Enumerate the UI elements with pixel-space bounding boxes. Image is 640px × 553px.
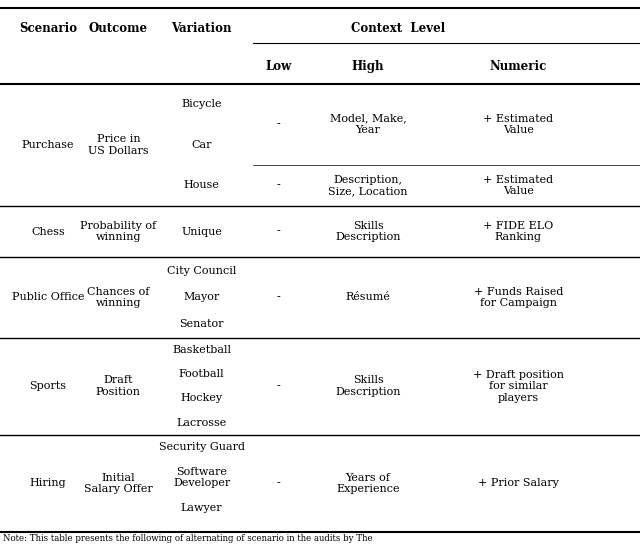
- Text: Outcome: Outcome: [89, 22, 148, 35]
- Text: -: -: [276, 180, 280, 190]
- Text: Hiring: Hiring: [29, 478, 67, 488]
- Text: + FIDE ELO
Ranking: + FIDE ELO Ranking: [483, 221, 554, 242]
- Text: Sports: Sports: [29, 381, 67, 391]
- Text: Skills
Description: Skills Description: [335, 221, 401, 242]
- Text: Scenario: Scenario: [19, 22, 77, 35]
- Text: + Estimated
Value: + Estimated Value: [483, 113, 554, 135]
- Text: Bicycle: Bicycle: [181, 99, 222, 109]
- Text: + Draft position
for similar
players: + Draft position for similar players: [473, 369, 564, 403]
- Text: -: -: [276, 293, 280, 302]
- Text: Note: This table presents the following of alternating of scenario in the audits: Note: This table presents the following …: [3, 534, 373, 543]
- Text: -: -: [276, 478, 280, 488]
- Text: Numeric: Numeric: [490, 60, 547, 73]
- Text: Basketball: Basketball: [172, 345, 231, 354]
- Text: + Prior Salary: + Prior Salary: [478, 478, 559, 488]
- Text: House: House: [184, 180, 220, 190]
- Text: Security Guard: Security Guard: [159, 442, 244, 452]
- Text: Variation: Variation: [172, 22, 232, 35]
- Text: -: -: [276, 119, 280, 129]
- Text: + Funds Raised
for Campaign: + Funds Raised for Campaign: [474, 286, 563, 308]
- Text: Mayor: Mayor: [184, 293, 220, 302]
- Text: Low: Low: [265, 60, 292, 73]
- Text: Purchase: Purchase: [22, 140, 74, 150]
- Text: -: -: [276, 227, 280, 237]
- Text: Football: Football: [179, 369, 225, 379]
- Text: Chess: Chess: [31, 227, 65, 237]
- Text: High: High: [352, 60, 384, 73]
- Text: Draft
Position: Draft Position: [96, 375, 141, 397]
- Text: Price in
US Dollars: Price in US Dollars: [88, 134, 148, 155]
- Text: + Estimated
Value: + Estimated Value: [483, 175, 554, 196]
- Text: Hockey: Hockey: [180, 393, 223, 403]
- Text: Unique: Unique: [181, 227, 222, 237]
- Text: Years of
Experience: Years of Experience: [336, 473, 400, 494]
- Text: Car: Car: [191, 140, 212, 150]
- Text: Public Office: Public Office: [12, 293, 84, 302]
- Text: Description,
Size, Location: Description, Size, Location: [328, 175, 408, 196]
- Text: Senator: Senator: [179, 319, 224, 329]
- Text: Software
Developer: Software Developer: [173, 467, 230, 488]
- Text: Résumé: Résumé: [346, 293, 390, 302]
- Text: -: -: [276, 381, 280, 391]
- Text: City Council: City Council: [167, 265, 236, 275]
- Text: Probability of
winning: Probability of winning: [81, 221, 156, 242]
- Text: Skills
Description: Skills Description: [335, 375, 401, 397]
- Text: Context  Level: Context Level: [351, 22, 445, 35]
- Text: Initial
Salary Offer: Initial Salary Offer: [84, 473, 153, 494]
- Text: Lawyer: Lawyer: [180, 503, 223, 513]
- Text: Model, Make,
Year: Model, Make, Year: [330, 113, 406, 135]
- Text: Lacrosse: Lacrosse: [177, 418, 227, 427]
- Text: Chances of
winning: Chances of winning: [87, 286, 150, 308]
